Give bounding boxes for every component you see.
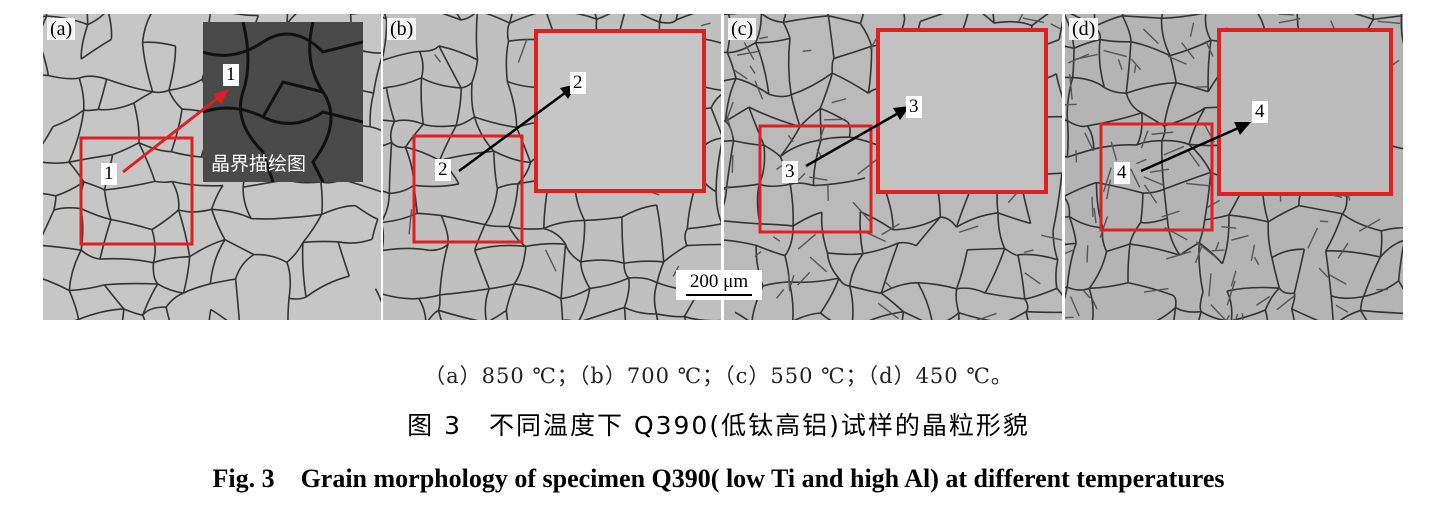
overlay-b xyxy=(412,29,706,244)
arrow-line-b xyxy=(458,88,570,173)
micrograph-panel-b: (b) 2 2 xyxy=(383,14,721,320)
inset-caption-a: 晶界描绘图 xyxy=(211,153,307,175)
arrowhead-a xyxy=(213,89,229,104)
inset-boundaries-a xyxy=(202,21,364,183)
region-label-a: 1 xyxy=(101,163,117,185)
highlight-box-b xyxy=(412,134,524,244)
scale-bar-line xyxy=(686,294,752,296)
arrow-line-d xyxy=(1140,124,1244,173)
grain-boundary-inset-a: 晶界描绘图 xyxy=(202,21,364,183)
inset-label-d: 4 xyxy=(1252,101,1268,123)
highlight-box-d xyxy=(1099,122,1214,232)
overlay-d xyxy=(1099,28,1393,232)
micrograph-panel-c: (c) 3 3 xyxy=(724,14,1062,320)
overlay-c xyxy=(758,28,1048,234)
highlight-box-a xyxy=(79,136,194,246)
inset-label-c: 3 xyxy=(906,96,922,118)
panel-tag-a: (a) xyxy=(47,18,76,40)
micrograph-panel-d: (d) 4 4 xyxy=(1065,14,1403,320)
figure-caption-english: Fig. 3 Grain morphology of specimen Q390… xyxy=(212,464,1225,493)
figure-caption-chinese: 图 3 不同温度下 Q390(低钛高铝)试样的晶粒形貌 xyxy=(407,411,1030,440)
region-label-c: 3 xyxy=(782,161,798,183)
magnified-box-b xyxy=(534,29,706,193)
inset-label-a: 1 xyxy=(223,64,239,86)
arrowhead-c xyxy=(893,106,910,120)
panel-tag-c: (c) xyxy=(728,18,757,40)
region-label-d: 4 xyxy=(1114,162,1130,184)
inset-label-b: 2 xyxy=(570,72,586,94)
overlay-a xyxy=(79,89,229,246)
figure-subcaption: （a）850 ℃；（b）700 ℃；（c）550 ℃；（d）450 ℃。 xyxy=(424,364,1013,388)
region-label-b: 2 xyxy=(435,159,451,181)
arrow-line-c xyxy=(805,109,903,168)
arrow-line-a xyxy=(122,92,224,174)
arrowhead-d xyxy=(1234,122,1251,135)
micrograph-panel-a: (a) 晶界描绘图 1 1 xyxy=(43,14,381,320)
panel-tag-d: (d) xyxy=(1069,18,1099,40)
scale-bar-label: 200 μm xyxy=(689,271,749,292)
highlight-box-c xyxy=(758,124,873,234)
magnified-box-d xyxy=(1217,28,1393,196)
scale-bar: 200 μm xyxy=(676,270,762,300)
panel-tag-b: (b) xyxy=(387,18,417,40)
